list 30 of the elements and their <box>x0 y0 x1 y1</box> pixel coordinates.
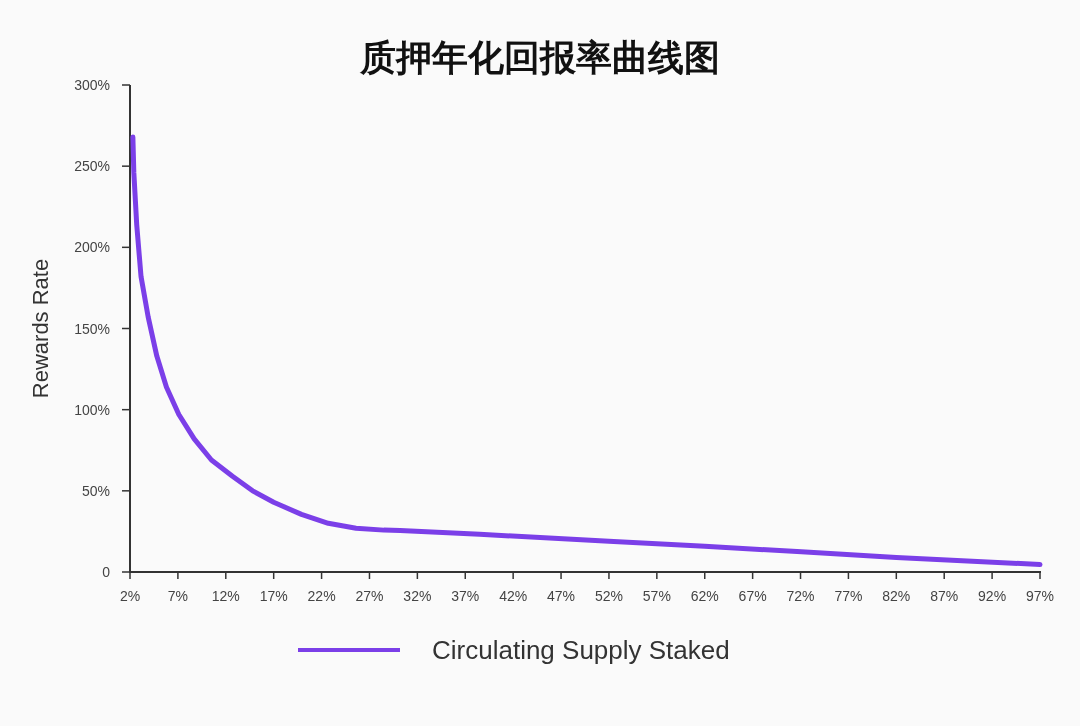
x-tick-label: 2% <box>119 588 141 604</box>
x-tick-label: 42% <box>499 588 528 604</box>
x-tick-label: 62% <box>690 588 719 604</box>
x-tick-label: 52% <box>594 588 623 604</box>
y-tick-label: 150% <box>74 320 110 337</box>
y-tick-label: 200% <box>74 239 110 256</box>
x-tick-label: 22% <box>307 588 336 604</box>
x-tick-label: 72% <box>786 588 815 604</box>
x-tick-label: 87% <box>930 588 959 604</box>
x-tick-label: 82% <box>882 588 911 604</box>
y-tick-label: 300% <box>74 77 110 93</box>
x-tick-label: 27% <box>355 588 384 604</box>
y-tick-label: 50% <box>81 482 110 499</box>
y-tick-label: 0 <box>102 564 111 580</box>
legend-label: Circulating Supply Staked <box>432 635 730 665</box>
x-tick-label: 7% <box>167 588 189 604</box>
x-tick-label: 47% <box>547 588 576 604</box>
x-tick-label: 77% <box>834 588 863 604</box>
y-axis-title: Rewards Rate <box>28 258 53 399</box>
y-tick-label: 250% <box>74 158 110 175</box>
chart-title: 质押年化回报率曲线图 <box>359 37 720 78</box>
x-tick-label: 12% <box>211 588 240 604</box>
x-tick-label: 92% <box>978 588 1007 604</box>
x-tick-label: 97% <box>1025 588 1055 604</box>
x-tick-label: 32% <box>403 588 432 604</box>
x-tick-label: 17% <box>259 588 288 604</box>
y-tick-label: 100% <box>74 401 110 418</box>
x-tick-label: 67% <box>738 588 767 604</box>
x-tick-label: 57% <box>642 588 671 604</box>
x-tick-label: 37% <box>451 588 480 604</box>
